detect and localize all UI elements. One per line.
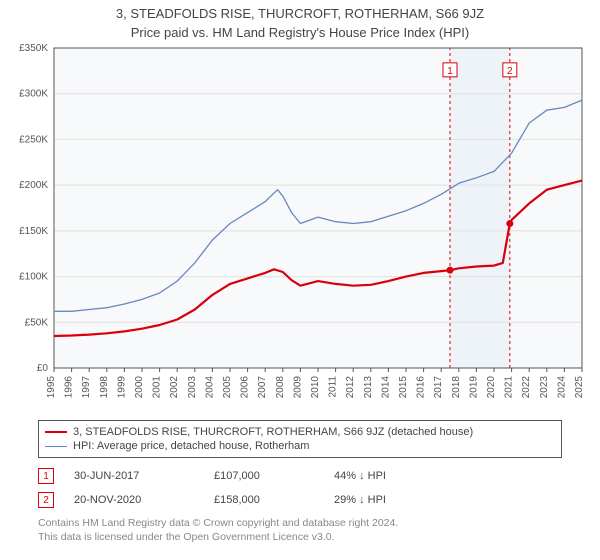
svg-text:£200K: £200K: [19, 180, 48, 191]
footer-line-2: This data is licensed under the Open Gov…: [38, 530, 398, 544]
svg-text:2006: 2006: [240, 376, 251, 399]
svg-text:2010: 2010: [310, 376, 321, 399]
svg-text:2018: 2018: [451, 376, 462, 399]
annotation-badge-2: 2: [38, 492, 54, 508]
svg-text:£350K: £350K: [19, 44, 48, 54]
svg-text:2007: 2007: [257, 376, 268, 399]
svg-text:2019: 2019: [468, 376, 479, 399]
chart-area: £0 £50K £100K £150K £200K £250K £300K £350K 1995…: [10, 44, 590, 414]
svg-text:2022: 2022: [521, 376, 532, 399]
svg-text:2011: 2011: [328, 376, 339, 398]
legend-swatch-1: [45, 431, 67, 433]
annotation-pct-1: 44% ↓ HPI: [334, 470, 494, 482]
svg-text:1998: 1998: [99, 376, 110, 399]
svg-text:2009: 2009: [292, 376, 303, 399]
svg-text:2023: 2023: [539, 376, 550, 399]
svg-text:£300K: £300K: [19, 89, 48, 100]
chart-svg: £0 £50K £100K £150K £200K £250K £300K £350K 1995…: [10, 44, 590, 414]
annotation-pct-2: 29% ↓ HPI: [334, 494, 494, 506]
annotation-row: 2 20-NOV-2020 £158,000 29% ↓ HPI: [38, 488, 562, 512]
svg-text:2016: 2016: [416, 376, 427, 399]
svg-text:£100K: £100K: [19, 272, 48, 283]
footer-line-1: Contains HM Land Registry data © Crown c…: [38, 516, 398, 530]
svg-text:2017: 2017: [433, 376, 444, 399]
annotation-price-1: £107,000: [214, 470, 334, 482]
annotation-price-2: £158,000: [214, 494, 334, 506]
chart-container: 3, STEADFOLDS RISE, THURCROFT, ROTHERHAM…: [0, 0, 600, 560]
svg-text:2024: 2024: [556, 376, 567, 399]
svg-text:2013: 2013: [363, 376, 374, 399]
svg-text:2025: 2025: [574, 376, 585, 399]
svg-text:2003: 2003: [187, 376, 198, 399]
svg-text:1: 1: [447, 66, 453, 77]
title-line-2: Price paid vs. HM Land Registry's House …: [0, 21, 600, 46]
svg-text:1995: 1995: [46, 376, 57, 399]
svg-text:2005: 2005: [222, 376, 233, 399]
annotation-badge-1: 1: [38, 468, 54, 484]
svg-text:£250K: £250K: [19, 134, 48, 145]
svg-text:2000: 2000: [134, 376, 145, 399]
svg-text:1999: 1999: [116, 376, 127, 399]
annotation-date-1: 30-JUN-2017: [74, 470, 214, 482]
svg-text:£150K: £150K: [19, 226, 48, 237]
svg-text:2020: 2020: [486, 376, 497, 399]
svg-text:1996: 1996: [64, 376, 75, 399]
annotation-table: 1 30-JUN-2017 £107,000 44% ↓ HPI 2 20-NO…: [38, 464, 562, 512]
legend-row: 3, STEADFOLDS RISE, THURCROFT, ROTHERHAM…: [45, 425, 555, 439]
svg-text:2: 2: [507, 66, 513, 77]
svg-text:2001: 2001: [152, 376, 163, 399]
svg-text:2004: 2004: [204, 376, 215, 399]
annotation-date-2: 20-NOV-2020: [74, 494, 214, 506]
footer-attribution: Contains HM Land Registry data © Crown c…: [38, 516, 398, 544]
annotation-row: 1 30-JUN-2017 £107,000 44% ↓ HPI: [38, 464, 562, 488]
legend-row: HPI: Average price, detached house, Roth…: [45, 439, 555, 453]
legend-label-2: HPI: Average price, detached house, Roth…: [73, 440, 309, 452]
svg-text:1997: 1997: [81, 376, 92, 399]
svg-text:2021: 2021: [504, 376, 515, 399]
legend-swatch-2: [45, 446, 67, 447]
svg-text:2014: 2014: [380, 376, 391, 399]
svg-text:2012: 2012: [345, 376, 356, 399]
svg-text:2008: 2008: [275, 376, 286, 399]
svg-text:£0: £0: [37, 363, 49, 374]
svg-text:£50K: £50K: [25, 317, 49, 328]
legend-label-1: 3, STEADFOLDS RISE, THURCROFT, ROTHERHAM…: [73, 426, 473, 438]
svg-text:2002: 2002: [169, 376, 180, 399]
legend: 3, STEADFOLDS RISE, THURCROFT, ROTHERHAM…: [38, 420, 562, 458]
svg-text:2015: 2015: [398, 376, 409, 399]
title-line-1: 3, STEADFOLDS RISE, THURCROFT, ROTHERHAM…: [0, 0, 600, 21]
